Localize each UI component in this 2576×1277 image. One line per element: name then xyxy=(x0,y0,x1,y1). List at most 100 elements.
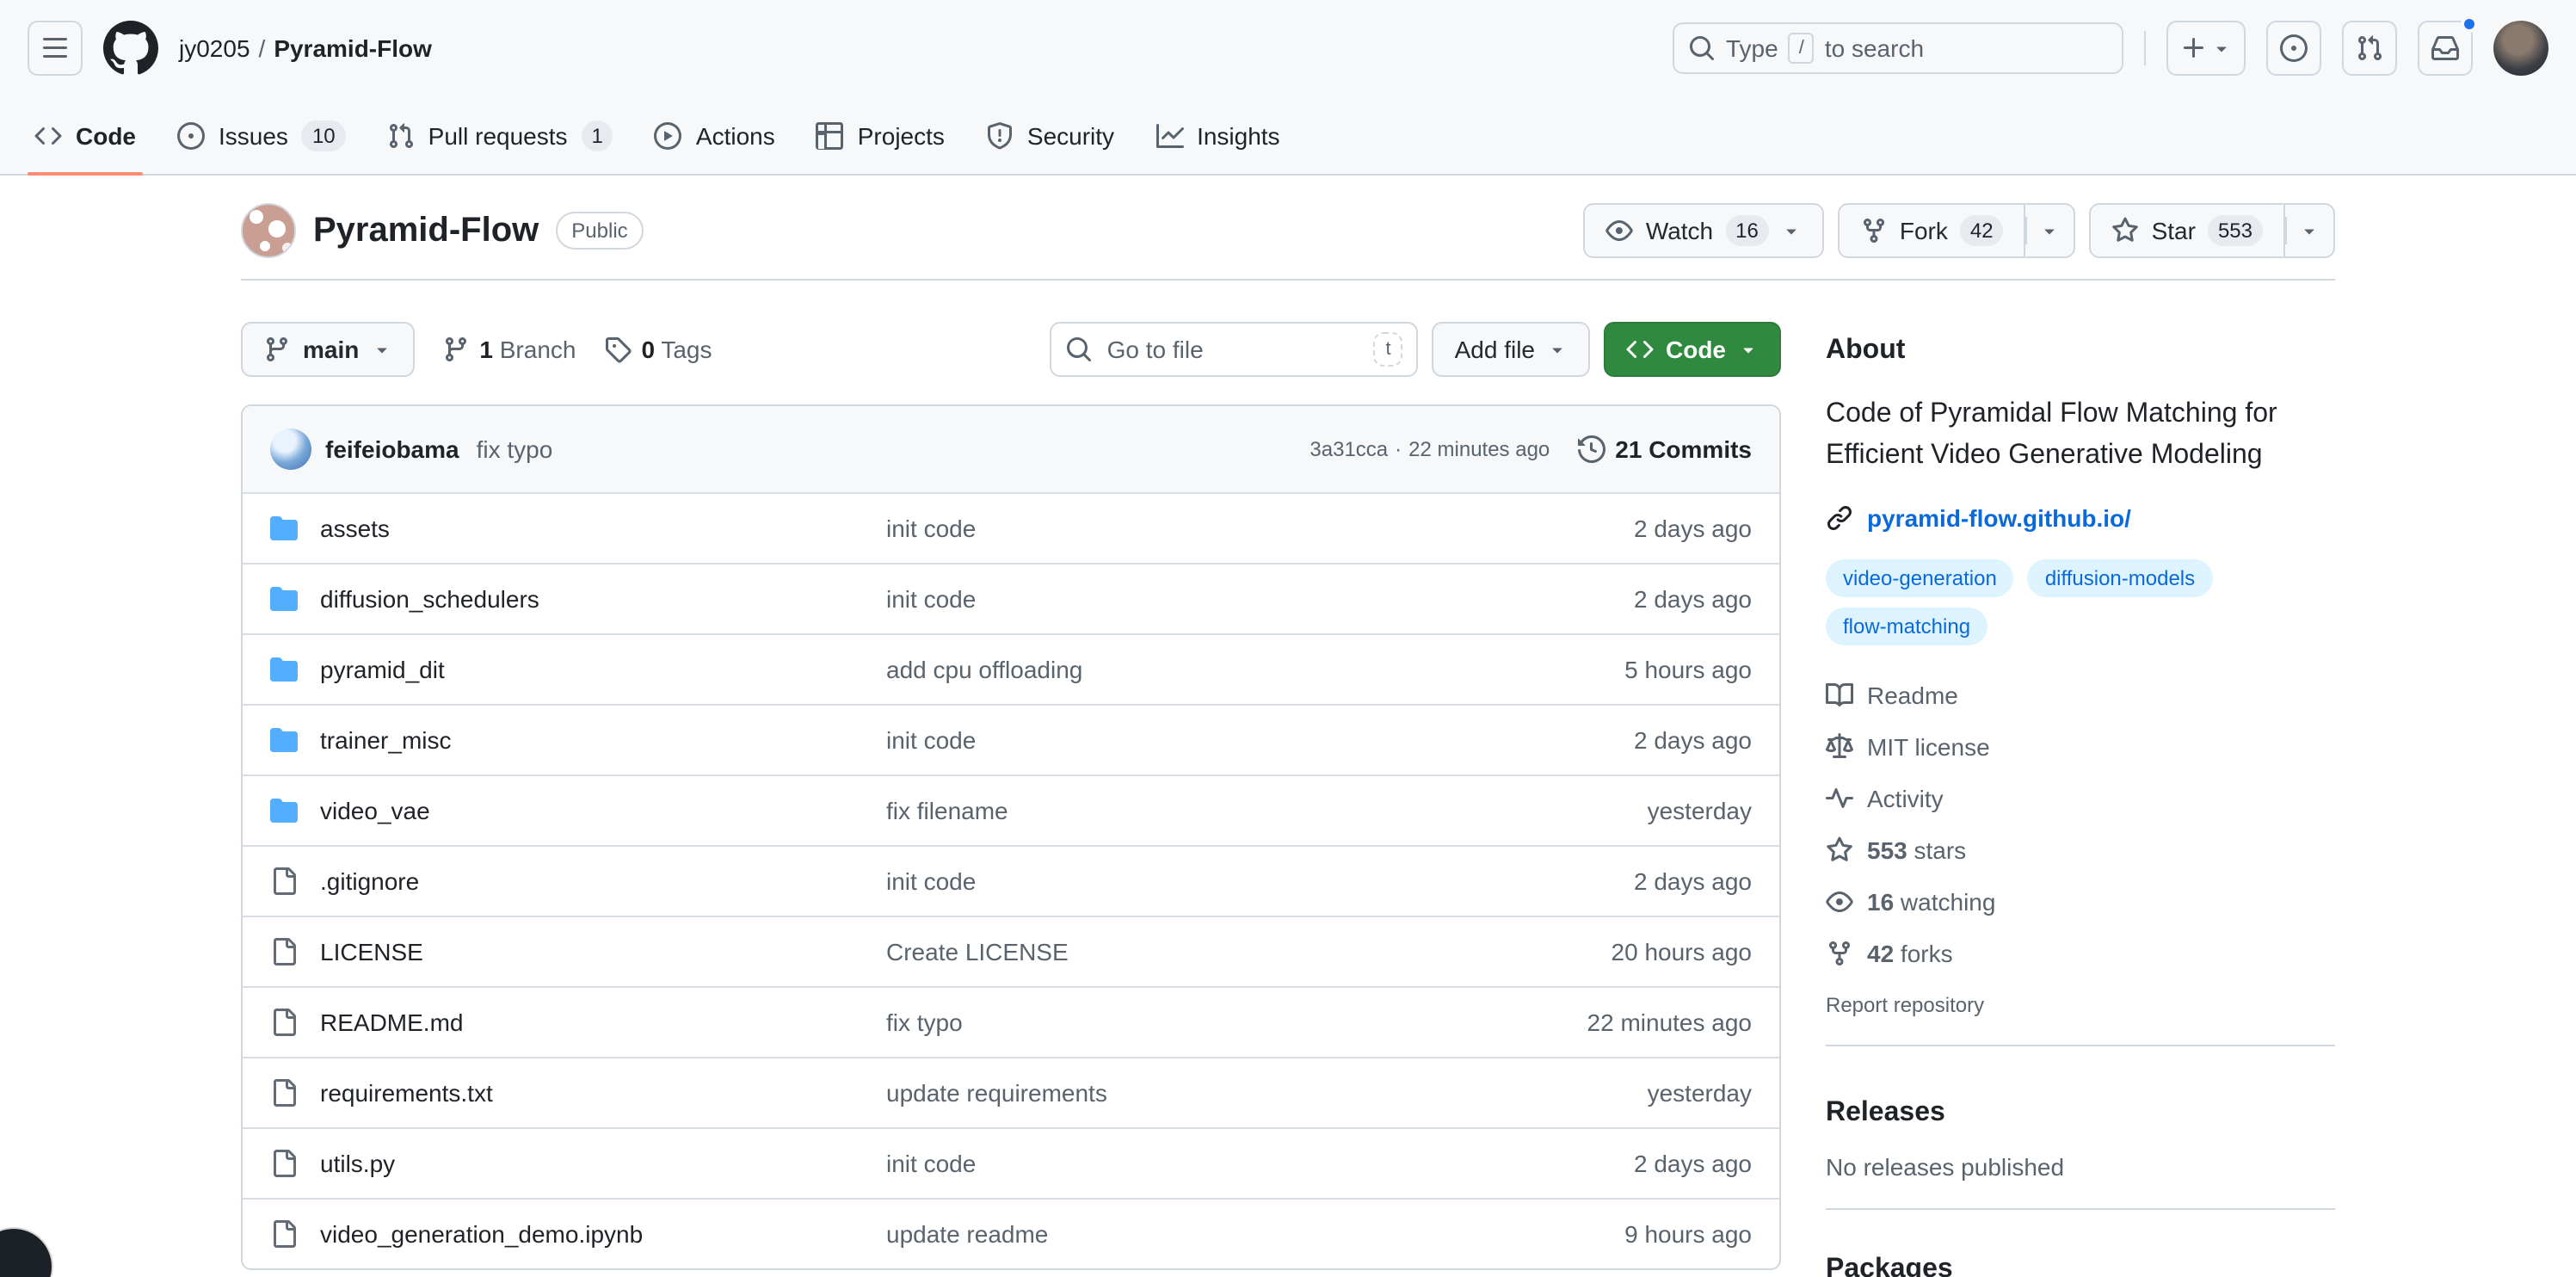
file-name-link[interactable]: utils.py xyxy=(320,1150,396,1177)
topic-flow-matching[interactable]: flow-matching xyxy=(1826,608,1988,645)
github-logo[interactable] xyxy=(103,21,158,76)
tags-link[interactable]: 0 Tags xyxy=(603,336,712,363)
commit-message-link[interactable]: Create LICENSE xyxy=(886,938,1069,965)
commit-time-link[interactable]: 20 hours ago xyxy=(1611,938,1752,965)
meta-watching[interactable]: 16 watching xyxy=(1826,876,2335,928)
sidebar-divider xyxy=(1826,1045,2335,1046)
fork-dropdown-button[interactable] xyxy=(2025,203,2076,258)
file-name-link[interactable]: requirements.txt xyxy=(320,1079,493,1107)
hamburger-icon xyxy=(41,34,69,62)
file-name-link[interactable]: video_vae xyxy=(320,797,430,824)
book-icon xyxy=(1826,682,1853,709)
commit-author-avatar[interactable] xyxy=(270,429,311,470)
commit-sha-link[interactable]: 3a31cca xyxy=(1310,437,1389,461)
commit-time-link[interactable]: yesterday xyxy=(1647,1079,1752,1107)
releases-title[interactable]: Releases xyxy=(1826,1098,1945,1127)
breadcrumb-owner[interactable]: jy0205 xyxy=(179,34,250,62)
commit-time-link[interactable]: 2 days ago xyxy=(1634,726,1752,754)
latest-commit-message[interactable]: fix typo xyxy=(476,435,553,463)
tab-issues[interactable]: Issues 10 xyxy=(163,96,360,174)
user-avatar[interactable] xyxy=(2493,21,2548,76)
file-name-cell: assets xyxy=(270,515,886,542)
star-button[interactable]: Star 553 xyxy=(2089,203,2285,258)
breadcrumb-separator: / xyxy=(258,34,266,62)
file-name-link[interactable]: README.md xyxy=(320,1009,464,1036)
commit-time-link[interactable]: 5 hours ago xyxy=(1624,656,1752,683)
breadcrumb-repo[interactable]: Pyramid-Flow xyxy=(274,34,432,62)
commit-message-link[interactable]: init code xyxy=(886,1150,977,1177)
tab-code[interactable]: Code xyxy=(21,96,150,176)
header-divider xyxy=(241,279,2335,281)
code-button[interactable]: Code xyxy=(1604,322,1781,377)
commit-time-link[interactable]: yesterday xyxy=(1647,797,1752,824)
packages-title[interactable]: Packages xyxy=(1826,1255,1953,1277)
meta-label: 16 watching xyxy=(1867,888,1996,916)
file-name-cell: README.md xyxy=(270,1009,886,1036)
inbox-icon xyxy=(2431,34,2459,62)
search-icon xyxy=(1066,336,1094,363)
commit-time-link[interactable]: 2 days ago xyxy=(1634,1150,1752,1177)
commit-time-link[interactable]: 22 minutes ago xyxy=(1587,1009,1752,1036)
commit-author[interactable]: feifeiobama xyxy=(325,435,459,463)
notifications-inbox-button[interactable] xyxy=(2418,15,2478,76)
file-name-link[interactable]: LICENSE xyxy=(320,938,423,965)
branches-count: 1 xyxy=(479,336,493,363)
commit-message-link[interactable]: init code xyxy=(886,867,977,895)
tab-actions[interactable]: Actions xyxy=(641,96,789,174)
branches-link[interactable]: 1 Branch xyxy=(441,336,576,363)
pull-requests-dashboard-button[interactable] xyxy=(2342,21,2397,76)
commit-time-link[interactable]: 2 days ago xyxy=(1634,515,1752,542)
file-name-link[interactable]: trainer_misc xyxy=(320,726,452,754)
page-title[interactable]: Pyramid-Flow xyxy=(313,211,539,249)
star-dropdown-button[interactable] xyxy=(2285,203,2335,258)
tab-insights[interactable]: Insights xyxy=(1142,96,1294,174)
tab-security[interactable]: Security xyxy=(972,96,1128,174)
commit-time-link[interactable]: 2 days ago xyxy=(1634,867,1752,895)
issues-dashboard-button[interactable] xyxy=(2266,21,2321,76)
search-placeholder-suffix: to search xyxy=(1824,34,1925,62)
file-name-link[interactable]: video_generation_demo.ipynb xyxy=(320,1220,644,1248)
commit-message-link[interactable]: update requirements xyxy=(886,1079,1107,1107)
commit-message-link[interactable]: init code xyxy=(886,515,977,542)
tab-pull-requests[interactable]: Pull requests 1 xyxy=(373,96,627,174)
commit-message-link[interactable]: update readme xyxy=(886,1220,1049,1248)
commit-message-link[interactable]: init code xyxy=(886,585,977,613)
pulse-icon xyxy=(1826,785,1853,812)
meta-label: MIT license xyxy=(1867,733,1990,761)
branch-selector-button[interactable]: main xyxy=(241,322,415,377)
search-input[interactable]: Type / to search xyxy=(1673,22,2123,74)
file-name-link[interactable]: assets xyxy=(320,515,390,542)
commit-message-link[interactable]: add cpu offloading xyxy=(886,656,1083,683)
repo-owner-avatar[interactable] xyxy=(241,203,296,258)
file-name-link[interactable]: .gitignore xyxy=(320,867,420,895)
commit-message-link[interactable]: fix typo xyxy=(886,1009,963,1036)
create-new-button[interactable] xyxy=(2166,21,2246,76)
commit-message-link[interactable]: fix filename xyxy=(886,797,1008,824)
topic-video-generation[interactable]: video-generation xyxy=(1826,559,2014,597)
meta-activity[interactable]: Activity xyxy=(1826,773,2335,824)
meta-stars[interactable]: 553 stars xyxy=(1826,824,2335,876)
commit-history-link[interactable]: 21 Commits xyxy=(1577,435,1752,463)
watch-button[interactable]: Watch 16 xyxy=(1583,203,1824,258)
commit-message-link[interactable]: init code xyxy=(886,726,977,754)
meta-forks[interactable]: 42 forks xyxy=(1826,928,2335,979)
meta-readme[interactable]: Readme xyxy=(1826,669,2335,721)
file-name-link[interactable]: diffusion_schedulers xyxy=(320,585,539,613)
hamburger-menu-button[interactable] xyxy=(28,21,83,76)
add-file-button[interactable]: Add file xyxy=(1432,322,1590,377)
commit-time-link[interactable]: 9 hours ago xyxy=(1624,1220,1752,1248)
tab-projects[interactable]: Projects xyxy=(803,96,958,174)
fork-button[interactable]: Fork 42 xyxy=(1837,203,2026,258)
file-name-cell: video_generation_demo.ipynb xyxy=(270,1220,886,1248)
go-to-file-input[interactable]: Go to file t xyxy=(1050,322,1419,377)
file-name-link[interactable]: pyramid_dit xyxy=(320,656,445,683)
repo-meta-list: Readme MIT license Activity 553 stars 16 wat… xyxy=(1826,669,2335,979)
topic-diffusion-models[interactable]: diffusion-models xyxy=(2027,559,2213,597)
floating-action-button[interactable] xyxy=(0,1229,52,1277)
commit-time-link[interactable]: 2 days ago xyxy=(1634,585,1752,613)
chevron-down-icon xyxy=(1547,339,1568,360)
report-repository-link[interactable]: Report repository xyxy=(1826,993,1985,1017)
website-link[interactable]: pyramid-flow.github.io/ xyxy=(1867,504,2131,532)
tab-counter: 1 xyxy=(581,120,613,151)
meta-mit-license[interactable]: MIT license xyxy=(1826,721,2335,773)
